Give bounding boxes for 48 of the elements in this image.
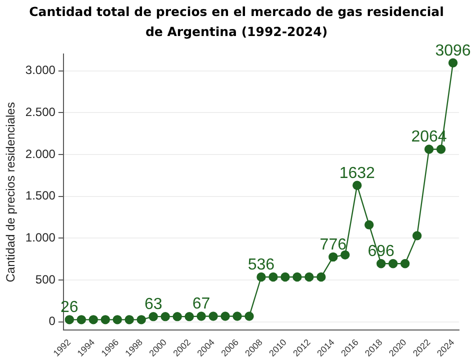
point (196, 312, 206, 321)
point (304, 272, 314, 282)
data-label: 67 (192, 296, 210, 313)
y-tick-label: 1.000 (25, 230, 56, 245)
point (388, 259, 398, 268)
data-label: 63 (144, 296, 162, 313)
point (436, 144, 446, 154)
point (220, 312, 230, 321)
data-label: 776 (320, 236, 347, 254)
point (412, 231, 422, 240)
point (292, 272, 302, 282)
point (328, 252, 338, 262)
point (316, 272, 326, 282)
point (184, 312, 194, 322)
point (244, 312, 254, 321)
point (64, 315, 74, 324)
chart-title: Cantidad total de precios en el mercado de gas residencial de Argentina (1992-2024) (28, 3, 445, 41)
data-label: 536 (248, 256, 275, 274)
point (400, 259, 410, 268)
y-axis-title: Cantidad de precios residenciales (4, 102, 18, 282)
point (160, 312, 170, 322)
data-label: 1632 (339, 164, 376, 182)
point (88, 315, 98, 324)
point (340, 250, 350, 260)
point (424, 144, 434, 154)
point (124, 315, 134, 324)
point (364, 220, 374, 230)
y-tick-label: 1.500 (25, 188, 56, 203)
point (172, 312, 182, 322)
y-tick-label: 3.000 (25, 63, 56, 78)
point (280, 272, 290, 282)
point (148, 312, 158, 322)
point (100, 315, 110, 324)
point (76, 315, 86, 324)
y-tick-label: 500 (35, 272, 56, 286)
point (232, 312, 242, 321)
point (352, 180, 362, 190)
data-label: 3096 (435, 42, 471, 60)
point (208, 312, 218, 321)
point (448, 58, 458, 68)
point (112, 315, 122, 324)
y-tick-label: 0 (48, 314, 56, 328)
point (256, 272, 266, 282)
point (376, 259, 386, 268)
y-tick-label: 2.500 (25, 105, 56, 120)
point (136, 315, 146, 324)
y-tick-label: 2.000 (25, 146, 56, 161)
point (268, 272, 278, 282)
